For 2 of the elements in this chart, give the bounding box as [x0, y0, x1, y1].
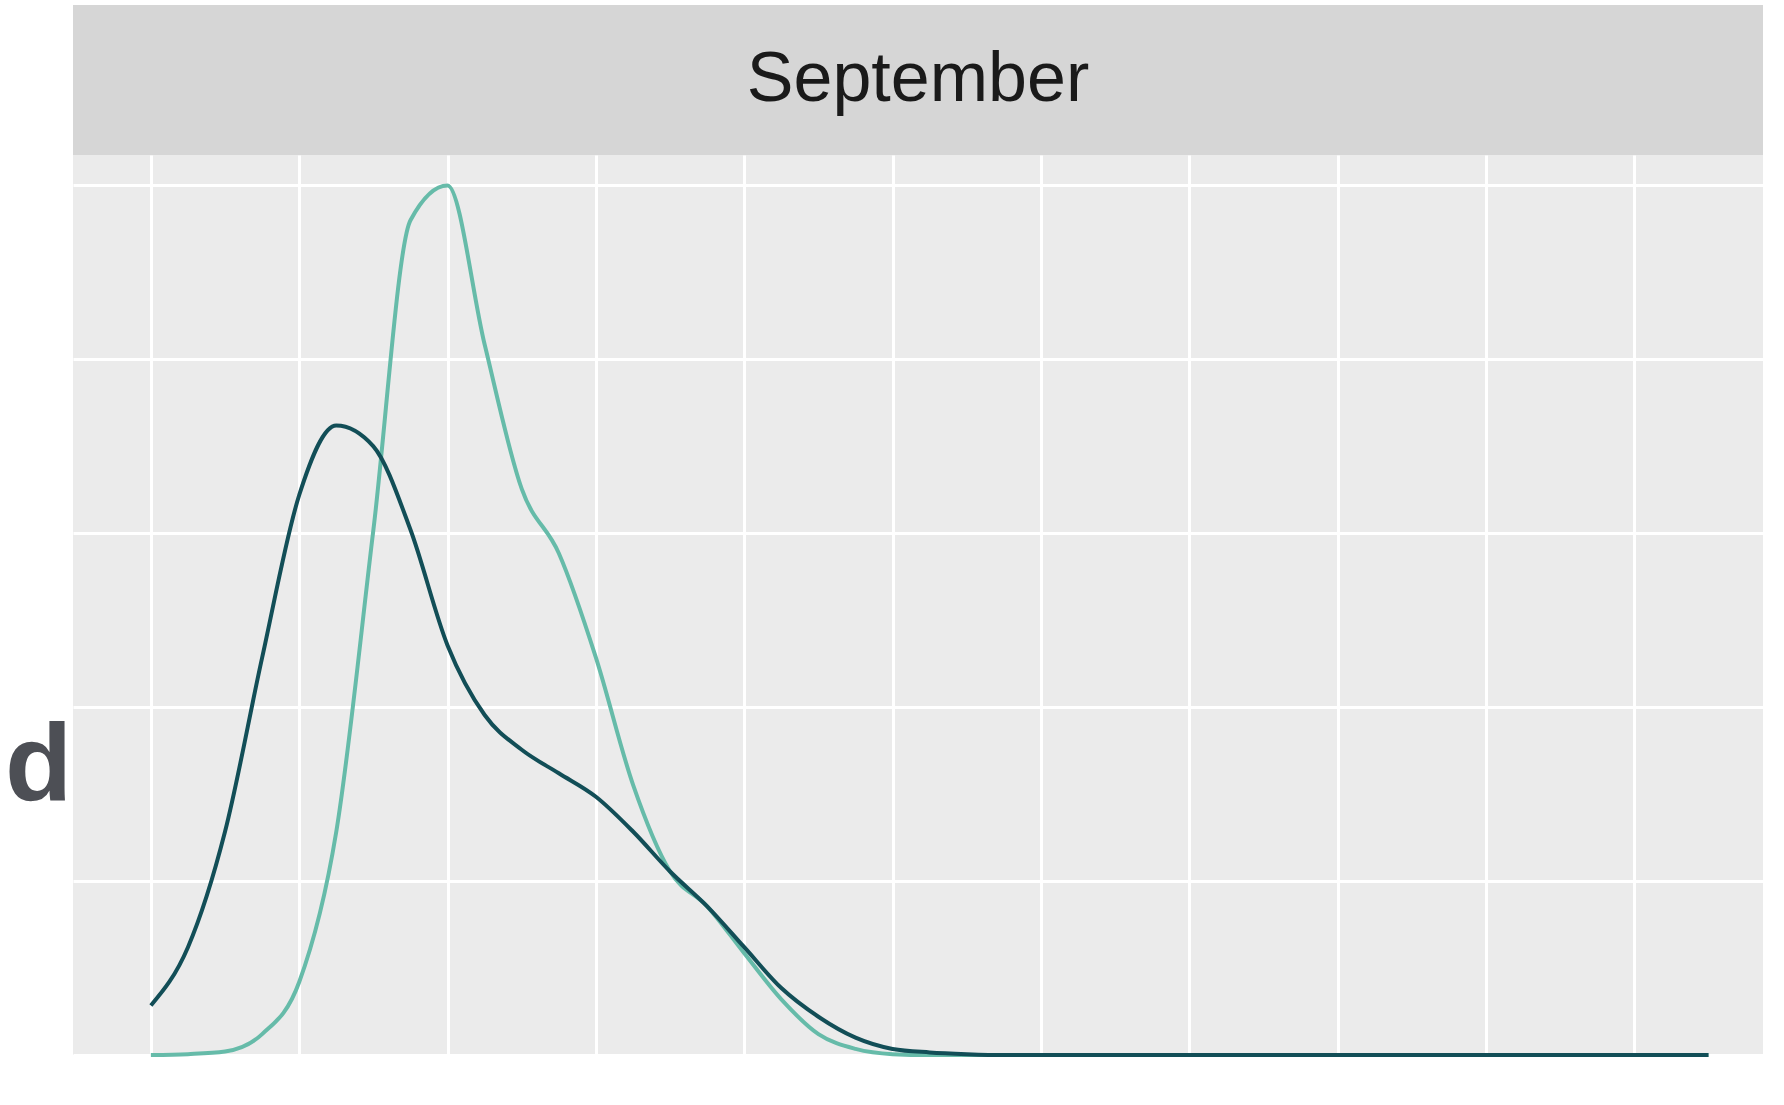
chart-title: September	[746, 38, 1090, 116]
text: d	[5, 700, 73, 823]
